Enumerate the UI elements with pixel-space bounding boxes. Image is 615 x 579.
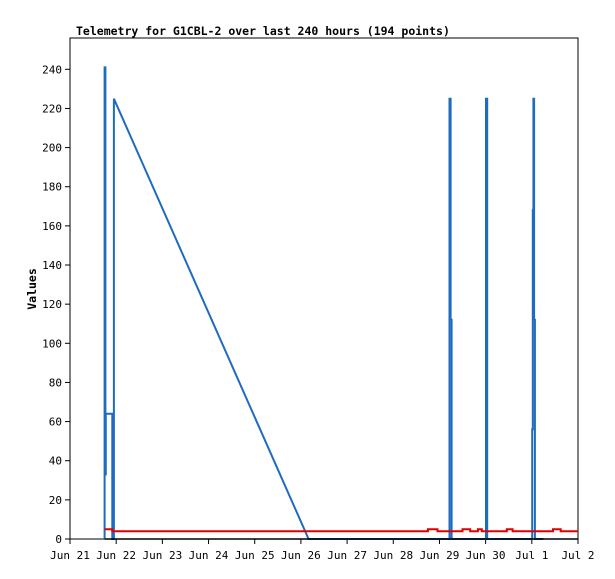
series-line-2 [104, 528, 578, 533]
x-tick-label: Jun 25 [235, 549, 275, 562]
x-tick-label: Jun 28 [373, 549, 413, 562]
x-tick-label: Jun 29 [420, 549, 460, 562]
y-tick-label: 200 [42, 142, 62, 155]
y-axis-ticks: 0 20 40 60 80 100 120 140 160 180 200 220 240 [42, 63, 70, 546]
y-tick-label: 120 [42, 298, 62, 311]
y-tick-label: 160 [42, 220, 62, 233]
y-axis-label: Values [25, 268, 39, 310]
y-tick-label: 240 [42, 63, 62, 76]
y-tick-label: 60 [49, 416, 62, 429]
y-tick-label: 80 [49, 376, 62, 389]
plot-frame [69, 37, 579, 540]
x-tick-label: Jun 22 [96, 549, 136, 562]
x-tick-label: Jul 2 [561, 549, 594, 562]
x-tick-label: Jun 24 [189, 549, 229, 562]
x-tick-label: Jun 26 [281, 549, 321, 562]
x-tick-label: Jul 1 [515, 549, 548, 562]
y-tick-label: 180 [42, 181, 62, 194]
x-tick-label: Jun 21 [50, 549, 90, 562]
y-tick-label: 40 [49, 455, 62, 468]
x-axis-ticks: Jun 21 Jun 22 Jun 23 Jun 24 Jun 25 Jun 26 Jun … [50, 539, 595, 562]
x-tick-label: Jun 27 [327, 549, 367, 562]
y-tick-label: 20 [49, 494, 62, 507]
y-tick-label: 100 [42, 337, 62, 350]
y-tick-label: 220 [42, 102, 62, 115]
y-tick-label: 140 [42, 259, 62, 272]
x-tick-label: Jun 30 [466, 549, 506, 562]
series-layer [103, 66, 578, 540]
x-tick-label: Jun 23 [142, 549, 182, 562]
chart-title: Telemetry for G1CBL-2 over last 240 hour… [76, 24, 450, 38]
series-line-1 [103, 66, 544, 540]
y-tick-label: 0 [55, 533, 62, 546]
